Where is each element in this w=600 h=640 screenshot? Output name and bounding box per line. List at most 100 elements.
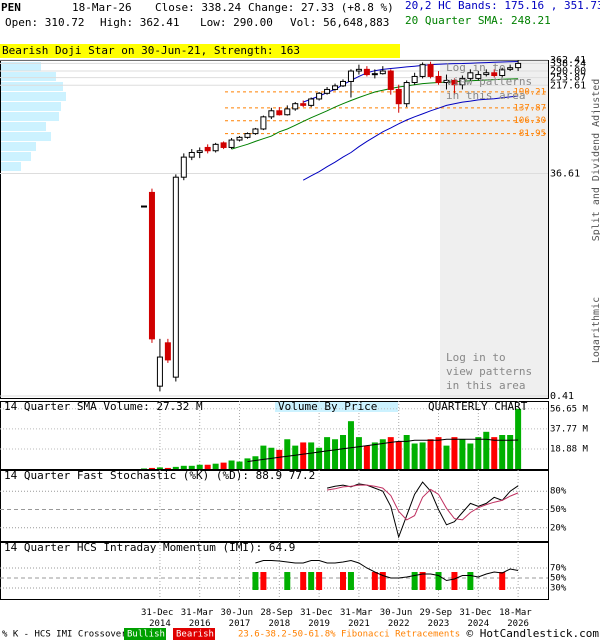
panel-title: 14 Quarter HCS Intraday Momentum (IMI): … [4,541,295,554]
candle-body [387,70,394,90]
open: Open: 310.72 [5,16,84,29]
candle-body [419,64,426,77]
crossover-signal [411,572,418,590]
high: High: 362.41 [100,16,179,29]
volume-bar [340,435,346,469]
candle-body [411,75,418,84]
volume-bar [308,442,315,469]
volume-by-price-bar [1,132,51,141]
candle-body [172,176,179,378]
volume-bar [379,439,386,469]
fibonacci-label: 81.95 [519,129,546,139]
candle-body [427,64,434,77]
login-notice-line: Log in to [446,351,506,364]
candle-body [141,205,147,208]
fibonacci-label: 190.21 [513,87,546,97]
x-tick-label: 28-Sep 2018 [260,608,298,629]
y-tick-label: 70% [550,564,567,574]
volume-bar [148,467,155,469]
volume-bar [188,465,195,469]
candle-body [260,116,267,130]
volume-bar [260,445,267,469]
pattern-title: Bearish Doji Star on 30-Jun-21, Strength… [2,44,300,57]
volume-bar [252,456,259,469]
candle-body [467,72,474,79]
indicator-line [302,95,519,181]
volume-by-price-bar [1,92,66,101]
candle-body [292,103,299,110]
candle-body [188,151,195,158]
axis-note: Logarithmic [591,297,600,363]
copyright: © HotCandlestick.com [467,627,600,640]
y-tick-label: 0.41 [550,391,574,402]
login-notice-line: in this area [446,379,525,392]
candle-body [355,68,362,72]
symbol: PEN [1,1,21,14]
login-notice-line: Log in to [446,61,506,74]
bands: 20,2 HC Bands: 175.16 , 351.73 [405,0,600,12]
crossover-signal [467,572,474,590]
crossover-signal [379,572,386,590]
bearish-box [173,628,215,640]
volume-bar [363,445,370,469]
crossover-signal [300,572,307,590]
volume-bar [204,464,211,469]
volume-bar [483,431,490,469]
volume-by-price-bar [1,122,46,131]
volume-by-price-bar [1,72,56,81]
volume-bar [491,437,498,469]
candle-body [308,98,315,106]
panel-title: 14 Quarter SMA Volume: 27.32 M [4,400,203,413]
pattern-banner [0,44,400,58]
volume-bar [300,442,307,469]
candle-body [340,80,346,87]
crossover-signal [260,572,267,590]
candle-body [220,142,227,148]
indicator-line [231,78,519,150]
crossover-signal [419,572,426,590]
candle-body [148,191,155,340]
x-tick-label: 31-Dec 2014 [141,608,179,629]
candle-body [451,79,458,86]
indicator-line [255,559,519,582]
crossover-signal [451,572,458,590]
volume-bar [443,445,450,469]
candle-body [443,79,450,84]
volume-bar [387,437,394,469]
volume-bar [332,439,339,469]
volume-by-price-bar [1,152,31,161]
indicator-line [327,484,519,521]
crossover-signal [316,572,323,590]
volume-bar [180,465,187,469]
bullish-label: Bullish [127,630,165,640]
volume-bar [499,435,506,469]
crossover-signal [284,572,291,590]
x-tick-label: 31-Mar 2016 [181,608,219,629]
volume-bar [411,443,418,469]
y-tick-label: 362.41 [550,55,586,66]
crossover-signal [308,572,315,590]
volume-bar [220,462,227,469]
volume-bar [459,439,466,469]
crossover-signal [252,572,259,590]
volume-bar [395,441,402,469]
candle-body [347,70,354,82]
candle-body [395,88,402,105]
indicator-line [303,61,519,103]
volume-by-price-bar [1,102,61,111]
axis-note: Split and Dividend Adjusted [591,79,600,242]
x-tick-label: 29-Sep 2023 [420,608,458,629]
volume-bar [196,464,203,469]
login-notice-line: view patterns [446,75,532,88]
login-notice: Log in to view patterns in this area [446,351,532,392]
fibonacci-label: 106.30 [513,116,546,126]
panel-annotation: QUARTERLY CHART [428,400,528,413]
volume-bar [403,435,410,469]
candle-body [459,77,466,86]
header: PEN 18-Mar-26 Close: 338.24 Change: 27.3… [1,0,600,29]
candle-body [164,342,171,361]
volume-bar [475,437,482,469]
sma: 20 Quarter SMA: 248.21 [405,14,551,27]
volume-sma-line [247,438,519,463]
